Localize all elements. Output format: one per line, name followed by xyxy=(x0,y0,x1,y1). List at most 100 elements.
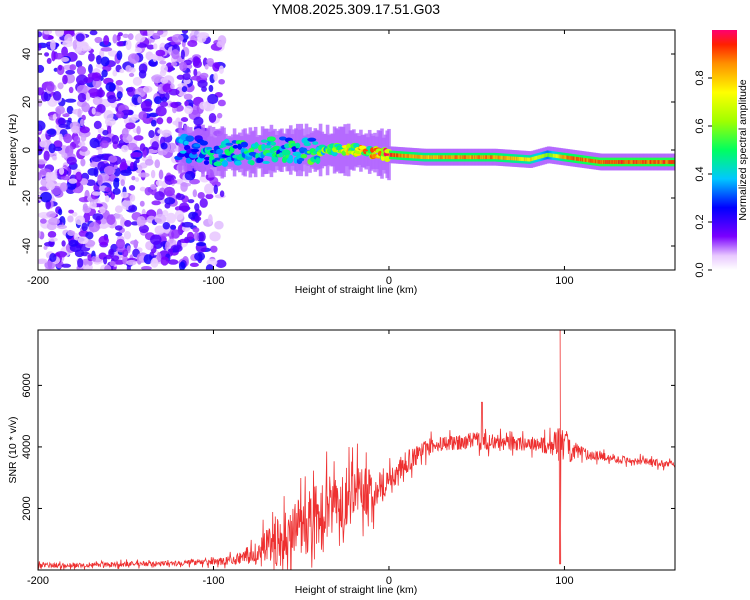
noise-blob xyxy=(69,64,77,71)
noise-blob xyxy=(77,92,87,103)
noise-blob xyxy=(57,117,67,126)
noise-blob xyxy=(171,49,180,60)
signal-core xyxy=(660,160,662,164)
signal-mark xyxy=(290,143,297,147)
noise-blob xyxy=(149,234,162,245)
signal-core xyxy=(620,160,622,164)
signal-core xyxy=(610,160,613,164)
noise-blob xyxy=(197,79,208,88)
noise-blob xyxy=(60,56,70,62)
signal-core xyxy=(478,155,480,160)
signal-core xyxy=(632,160,634,164)
noise-blob xyxy=(178,261,186,270)
signal-core xyxy=(624,160,627,164)
noise-blob xyxy=(124,220,132,227)
noise-blob xyxy=(204,64,209,70)
signal-core xyxy=(636,160,638,164)
noise-blob xyxy=(184,100,189,107)
noise-blob xyxy=(178,202,190,213)
signal-core xyxy=(560,154,562,159)
signal-mark xyxy=(303,142,312,147)
signal-core xyxy=(660,160,663,164)
signal-core xyxy=(651,160,653,164)
noise-blob xyxy=(91,156,102,162)
signal-core xyxy=(462,155,464,160)
noise-blob xyxy=(193,116,204,126)
noise-blob xyxy=(193,232,200,241)
noise-blob xyxy=(85,264,90,270)
signal-core xyxy=(464,155,466,160)
noise-blob xyxy=(153,96,162,105)
noise-blob xyxy=(219,190,225,198)
signal-core xyxy=(657,160,659,164)
signal-core xyxy=(581,157,583,162)
signal-core xyxy=(483,155,485,160)
signal-core xyxy=(650,160,652,164)
signal-core xyxy=(637,160,639,164)
signal-core xyxy=(566,155,568,160)
signal-core xyxy=(410,154,413,159)
noise-blob xyxy=(216,41,225,48)
signal-mark xyxy=(256,157,264,163)
noise-blob xyxy=(182,38,188,43)
noise-blob xyxy=(129,194,136,202)
noise-blob xyxy=(161,129,172,137)
signal-core xyxy=(498,155,500,160)
signal-core xyxy=(395,153,398,158)
signal-core xyxy=(622,160,624,164)
signal-core xyxy=(404,153,406,158)
signal-core xyxy=(481,155,483,160)
noise-blob xyxy=(146,30,153,35)
signal-mark xyxy=(307,137,317,142)
signal-core xyxy=(612,160,614,164)
signal-core xyxy=(536,155,538,160)
signal-core xyxy=(495,155,497,160)
signal-core xyxy=(488,155,490,160)
signal-core xyxy=(643,160,645,164)
signal-core xyxy=(415,154,417,159)
signal-core xyxy=(407,154,409,158)
signal-core xyxy=(519,157,521,161)
signal-core xyxy=(573,156,575,161)
signal-core xyxy=(524,157,527,162)
signal-core xyxy=(569,156,571,160)
noise-blob xyxy=(77,108,82,118)
signal-core xyxy=(525,157,528,162)
noise-blob xyxy=(53,140,63,149)
signal-core xyxy=(406,154,408,158)
noise-blob xyxy=(81,222,88,232)
noise-blob xyxy=(83,260,93,267)
signal-core xyxy=(603,160,606,164)
noise-blob xyxy=(196,241,207,247)
signal-core xyxy=(493,155,495,160)
noise-blob xyxy=(68,178,78,184)
signal-core xyxy=(431,155,433,160)
signal-mark xyxy=(185,135,195,142)
signal-core xyxy=(446,155,449,160)
signal-core xyxy=(496,155,498,160)
noise-blob xyxy=(120,191,129,199)
signal-core xyxy=(437,155,439,160)
noise-blob xyxy=(85,231,94,240)
noise-blob xyxy=(105,254,112,260)
signal-core xyxy=(443,155,445,160)
signal-mark xyxy=(281,149,291,157)
signal-core xyxy=(417,154,419,159)
signal-core xyxy=(461,155,463,160)
noise-blob xyxy=(171,33,184,43)
noise-blob xyxy=(38,87,44,96)
signal-core xyxy=(621,160,623,164)
signal-mark xyxy=(205,146,213,151)
signal-core xyxy=(412,154,414,159)
signal-core xyxy=(586,158,588,163)
signal-core xyxy=(553,153,556,158)
noise-blob xyxy=(179,61,188,72)
noise-blob xyxy=(199,72,209,79)
noise-blob xyxy=(66,105,74,115)
colorbar-tick-label: 0.2 xyxy=(694,214,706,229)
signal-core xyxy=(576,156,578,161)
noise-blob xyxy=(155,106,167,117)
noise-blob xyxy=(103,165,116,175)
noise-blob xyxy=(152,55,158,62)
noise-blob xyxy=(150,119,157,127)
